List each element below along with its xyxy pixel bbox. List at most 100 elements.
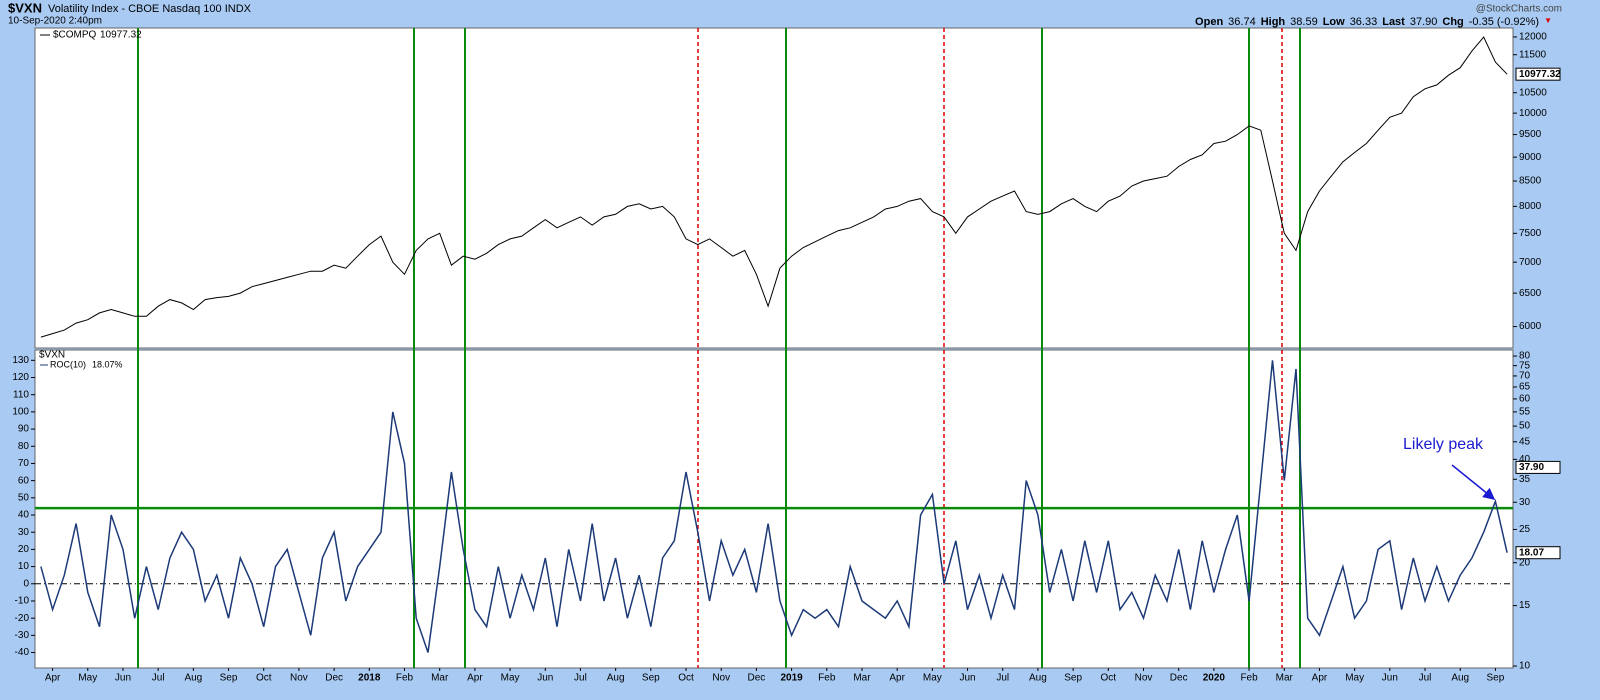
y-tick-label: 8000 — [1519, 201, 1542, 212]
y-tick-label: 100 — [12, 407, 29, 418]
legend-name: $VXN — [39, 350, 65, 361]
y-tick-label: 10 — [18, 561, 30, 572]
y-tick-label: 70 — [18, 458, 30, 469]
warning-lines — [697, 28, 1283, 668]
y-tick-label: 7500 — [1519, 228, 1542, 239]
x-tick-label: Jun — [537, 673, 553, 684]
quote-label: Last — [1382, 16, 1405, 28]
x-tick-label: Jun — [959, 673, 975, 684]
y2-tick-label: 75 — [1519, 360, 1531, 371]
quote-value: 36.74 — [1228, 16, 1256, 28]
x-tick-label: 2018 — [358, 673, 381, 684]
x-tick-label: Sep — [642, 673, 660, 684]
price-panel — [34, 27, 1514, 349]
y2-tick-label: 80 — [1519, 351, 1531, 362]
y2-tick-label: 30 — [1519, 497, 1531, 508]
x-tick-label: May — [1345, 673, 1364, 684]
signal-lines — [137, 28, 1301, 668]
down-marker: ▼ — [1544, 16, 1552, 25]
x-tick-label: Aug — [1029, 673, 1047, 684]
quote-label: Chg — [1442, 16, 1464, 28]
y-tick-label: 60 — [18, 475, 30, 486]
x-tick-label: Aug — [1451, 673, 1469, 684]
y-tick-label: 11500 — [1519, 49, 1547, 60]
x-tick-label: Feb — [1240, 673, 1258, 684]
y-tick-label: 120 — [12, 372, 29, 383]
annotation: Likely peak — [1403, 436, 1484, 453]
y-tick-label: 40 — [18, 510, 30, 521]
x-tick-label: Mar — [431, 673, 449, 684]
x-tick-label: Oct — [1101, 673, 1117, 684]
last-value-label: 37.90 — [1519, 462, 1544, 473]
legend-name: $COMPQ — [53, 30, 97, 41]
quote-label: High — [1260, 16, 1286, 28]
x-tick-label: Aug — [607, 673, 625, 684]
y-tick-label: 6500 — [1519, 288, 1542, 299]
y-tick-label: 0 — [23, 578, 29, 589]
x-tick-label: Apr — [45, 673, 61, 684]
legend-value: 10977.32 — [100, 30, 142, 41]
x-tick-label: Nov — [1135, 673, 1153, 684]
y-tick-label: 12000 — [1519, 32, 1547, 43]
x-tick-label: Dec — [748, 673, 766, 684]
y-tick-label: 9000 — [1519, 152, 1542, 163]
legend-name: ROC(10) — [50, 359, 86, 369]
subtitle: Volatility Index - CBOE Nasdaq 100 INDX — [48, 3, 252, 15]
y-tick-label: 50 — [18, 492, 30, 503]
last-value-box — [1515, 67, 1561, 81]
last-value-label: 10977.32 — [1519, 69, 1561, 80]
x-tick-label: Jun — [1382, 673, 1398, 684]
y-tick-label: 20 — [18, 544, 30, 555]
y-tick-label: 110 — [13, 389, 29, 400]
series-line — [40, 360, 1508, 653]
x-tick-label: Jul — [1419, 673, 1432, 684]
y-tick-label: 9500 — [1519, 129, 1542, 140]
x-tick-label: 2019 — [780, 673, 803, 684]
x-tick-label: Apr — [889, 673, 905, 684]
x-tick-label: Jun — [115, 673, 131, 684]
quote: Open 36.74 High 38.59 Low 36.33 Last 37.90 Chg -0… — [1195, 16, 1552, 28]
y2-tick-label: 25 — [1519, 524, 1531, 535]
x-tick-label: Nov — [290, 673, 308, 684]
y2-tick-label: 35 — [1519, 474, 1531, 485]
title: $VXN — [8, 0, 42, 15]
quote-value: -0.35 (-0.92%) — [1468, 16, 1540, 28]
x-tick-label: May — [923, 673, 942, 684]
x-tick-label: Oct — [256, 673, 272, 684]
y2-tick-label: 65 — [1519, 382, 1531, 393]
series-line — [40, 36, 1508, 338]
x-tick-label: Jul — [574, 673, 587, 684]
x-tick-label: Dec — [325, 673, 343, 684]
y-tick-label: 80 — [18, 441, 30, 452]
x-tick-label: Feb — [396, 673, 414, 684]
quote-value: 37.90 — [1409, 16, 1438, 28]
y-tick-label: 90 — [18, 424, 30, 435]
x-tick-label: Apr — [467, 673, 483, 684]
x-tick-label: 2020 — [1203, 673, 1226, 684]
y-tick-label: 10000 — [1519, 108, 1547, 119]
y-tick-label: 6000 — [1519, 321, 1542, 332]
y-tick-label: -40 — [15, 647, 30, 658]
x-tick-label: Sep — [1487, 673, 1505, 684]
y2-tick-label: 20 — [1519, 557, 1531, 568]
legend-value: 18.07% — [92, 359, 123, 369]
x-tick-label: Mar — [1276, 673, 1294, 684]
quote-label: Open — [1195, 16, 1224, 28]
y-tick-label: -30 — [15, 630, 30, 641]
y2-tick-label: 70 — [1519, 371, 1531, 382]
x-tick-label: Apr — [1312, 673, 1328, 684]
x-tick-label: Dec — [1170, 673, 1188, 684]
quote-label: Low — [1322, 16, 1345, 28]
y2-tick-label: 15 — [1519, 600, 1531, 611]
y2-tick-label: 50 — [1519, 421, 1531, 432]
x-tick-label: Mar — [853, 673, 871, 684]
y-tick-label: -10 — [15, 596, 30, 607]
last-value-label: 18.07 — [1519, 547, 1544, 558]
y2-tick-label: 40 — [1519, 454, 1531, 465]
annotation-arrow — [1451, 464, 1496, 500]
x-tick-label: Jul — [152, 673, 165, 684]
y-tick-label: 30 — [18, 527, 30, 538]
x-tick-label: May — [501, 673, 520, 684]
x-tick-label: Sep — [1064, 673, 1082, 684]
